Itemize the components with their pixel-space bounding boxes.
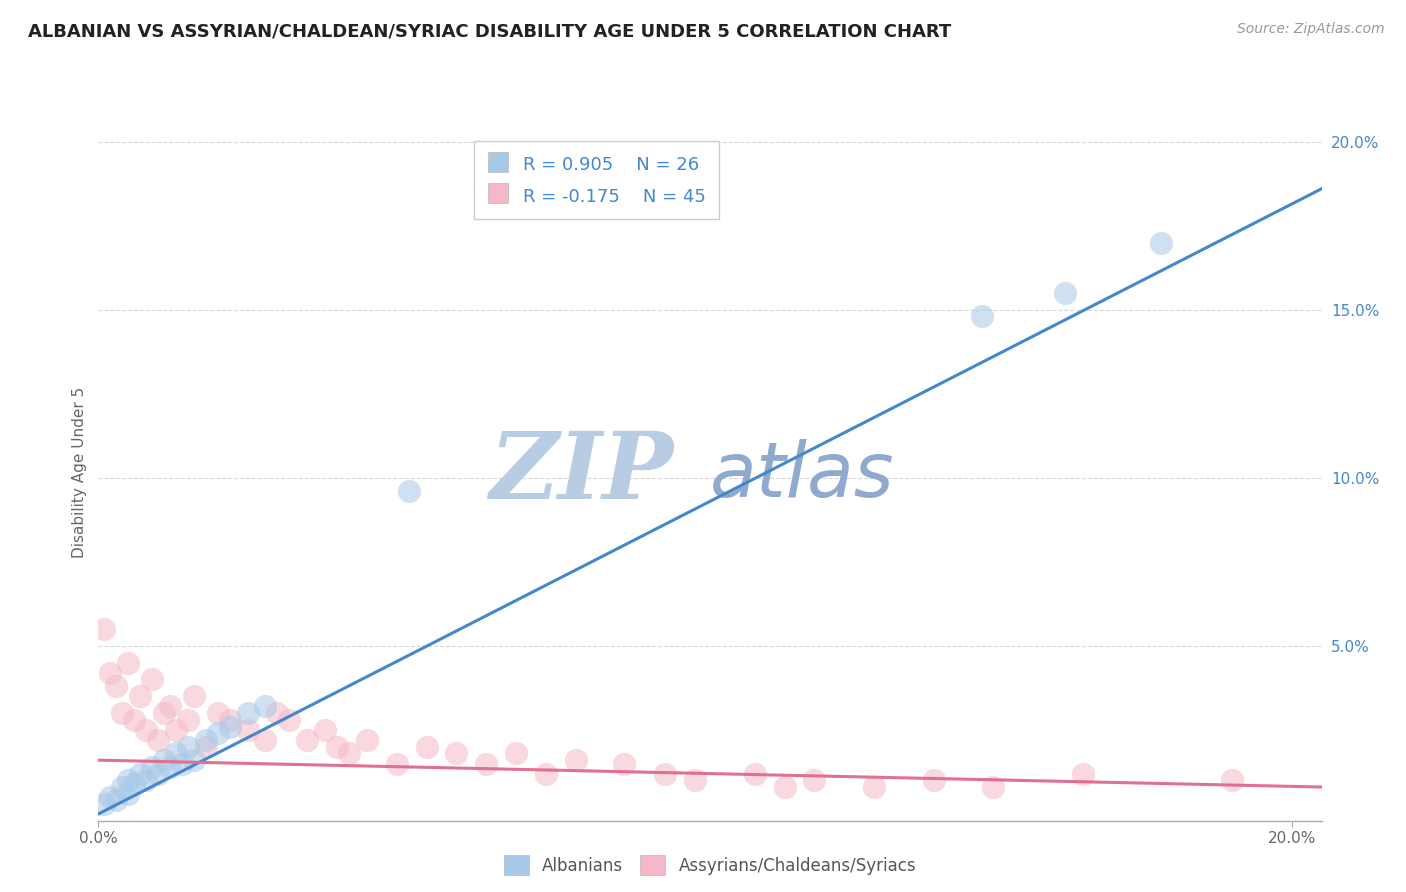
Point xyxy=(773,780,796,794)
Point xyxy=(983,780,1005,794)
Point xyxy=(207,706,229,720)
Point xyxy=(863,780,886,794)
Point xyxy=(194,739,217,754)
Point xyxy=(297,733,319,747)
Point xyxy=(1054,285,1077,300)
Point xyxy=(122,713,145,727)
Point xyxy=(105,679,128,693)
Point xyxy=(170,756,193,771)
Legend: Albanians, Assyrians/Chaldeans/Syriacs: Albanians, Assyrians/Chaldeans/Syriacs xyxy=(498,848,922,882)
Point xyxy=(98,665,121,680)
Point xyxy=(475,756,498,771)
Point xyxy=(153,753,176,767)
Y-axis label: Disability Age Under 5: Disability Age Under 5 xyxy=(72,387,87,558)
Point xyxy=(654,766,676,780)
Point xyxy=(314,723,336,737)
Point xyxy=(183,690,205,704)
Point xyxy=(612,756,634,771)
Point xyxy=(117,787,139,801)
Point xyxy=(1149,235,1171,250)
Point xyxy=(218,719,240,733)
Point xyxy=(146,733,169,747)
Point xyxy=(970,310,993,324)
Point xyxy=(207,726,229,740)
Point xyxy=(385,756,408,771)
Text: Source: ZipAtlas.com: Source: ZipAtlas.com xyxy=(1237,22,1385,37)
Point xyxy=(565,753,588,767)
Point xyxy=(177,713,200,727)
Point xyxy=(683,773,706,788)
Point xyxy=(135,723,157,737)
Point xyxy=(135,773,157,788)
Point xyxy=(98,790,121,805)
Point xyxy=(337,747,360,761)
Point xyxy=(356,733,378,747)
Point xyxy=(1071,766,1094,780)
Point xyxy=(415,739,437,754)
Point xyxy=(105,793,128,807)
Point xyxy=(1220,773,1243,788)
Point xyxy=(744,766,766,780)
Point xyxy=(326,739,349,754)
Point xyxy=(218,713,240,727)
Point xyxy=(129,690,152,704)
Point xyxy=(803,773,825,788)
Point xyxy=(254,699,277,714)
Point xyxy=(111,780,134,794)
Point xyxy=(266,706,288,720)
Point xyxy=(129,766,152,780)
Point xyxy=(165,747,187,761)
Point xyxy=(93,622,115,636)
Text: ALBANIAN VS ASSYRIAN/CHALDEAN/SYRIAC DISABILITY AGE UNDER 5 CORRELATION CHART: ALBANIAN VS ASSYRIAN/CHALDEAN/SYRIAC DIS… xyxy=(28,22,952,40)
Point xyxy=(165,723,187,737)
Point xyxy=(922,773,945,788)
Point xyxy=(177,739,200,754)
Text: ZIP: ZIP xyxy=(489,428,673,517)
Point xyxy=(398,484,420,499)
Point xyxy=(194,733,217,747)
Point xyxy=(278,713,301,727)
Point xyxy=(505,747,527,761)
Point xyxy=(141,760,163,774)
Point xyxy=(122,777,145,791)
Point xyxy=(153,706,176,720)
Point xyxy=(446,747,468,761)
Point xyxy=(117,656,139,670)
Point xyxy=(93,797,115,811)
Point xyxy=(159,699,181,714)
Point xyxy=(236,706,259,720)
Point xyxy=(236,723,259,737)
Text: atlas: atlas xyxy=(710,439,894,513)
Point xyxy=(117,773,139,788)
Point xyxy=(111,706,134,720)
Point xyxy=(183,753,205,767)
Point xyxy=(534,766,557,780)
Point xyxy=(146,766,169,780)
Point xyxy=(254,733,277,747)
Point xyxy=(159,760,181,774)
Point xyxy=(141,673,163,687)
